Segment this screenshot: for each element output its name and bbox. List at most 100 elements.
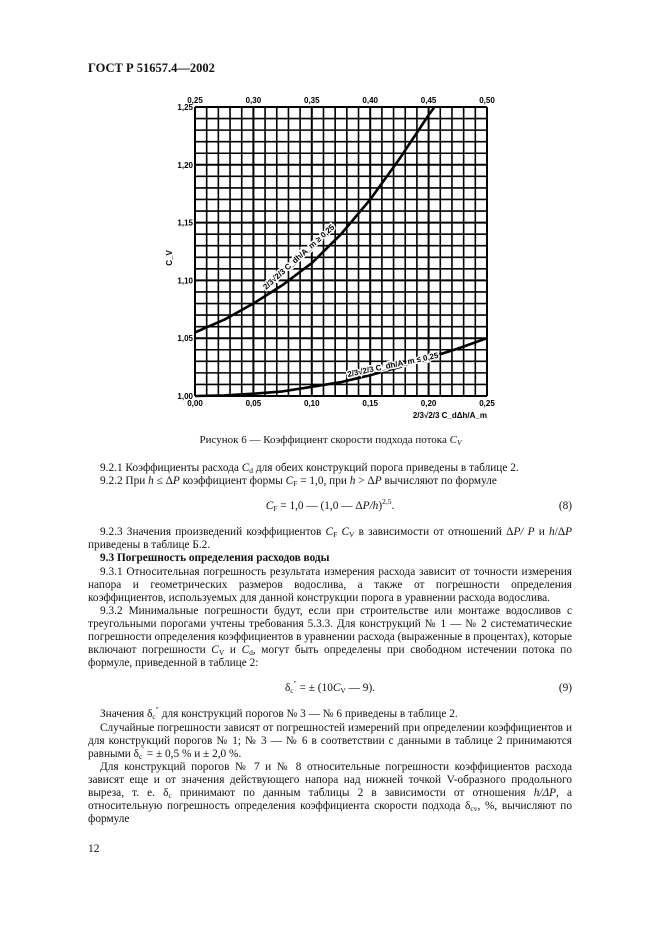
text-run: P	[374, 475, 382, 488]
text-run: Случайные погрешности зависят от погрешн…	[88, 721, 572, 760]
equation-number: (8)	[558, 500, 572, 513]
text-run: — 9).	[345, 682, 376, 695]
section-heading: 9.3 Погрешность определения расходов вод…	[88, 552, 572, 565]
text-run: , а относительную погрешность определени…	[88, 786, 572, 813]
y-axis-label: C_V	[165, 250, 174, 266]
x-bottom-tick-label: 0,05	[246, 399, 262, 408]
paragraph: 9.3.2 Минимальные погрешности будут, есл…	[88, 605, 572, 670]
text-run: δ	[284, 682, 291, 695]
x-top-tick-label: 0,45	[421, 96, 437, 105]
text-run: h	[549, 526, 555, 539]
text-run: вычисляют по формуле	[381, 475, 497, 488]
text-run: = 1,0, при	[297, 475, 350, 488]
text-run: C	[265, 500, 274, 513]
y-tick-label: 1,25	[177, 103, 193, 112]
cv-symbol: C	[449, 434, 457, 446]
x-bottom-tick-label: 0,15	[362, 399, 378, 408]
text-run: Для конструкций порогов № 7 и № 8 относи…	[88, 760, 572, 799]
y-tick-label: 1,20	[177, 161, 193, 170]
figure-6-chart: 0,00 0,05 0,10 0,15 0,20 0,25 0,25 0,30 0,35 0,40…	[165, 96, 495, 420]
text-run: .	[391, 500, 395, 513]
text-run: C	[211, 644, 219, 657]
text-run: 9.2.3 Значения произведений коэффициенто…	[100, 526, 326, 539]
text-run: и	[224, 644, 242, 657]
text-run: ″	[155, 705, 159, 715]
text-run: C	[241, 462, 250, 474]
text-run: = 1,0 — (1,0 — Δ	[277, 500, 363, 513]
paragraph: Для конструкций порогов № 7 и № 8 относи…	[88, 761, 572, 826]
x-bottom-tick-label: 0,20	[421, 399, 437, 408]
text-run: /Δ	[554, 526, 566, 539]
paragraph: Случайные погрешности зависят от погрешн…	[88, 722, 572, 761]
x-top-tick-label: 0,35	[304, 96, 320, 105]
text-run: P/h	[362, 500, 379, 513]
text-run: Значения δ	[100, 708, 153, 721]
text-run: d	[249, 466, 254, 475]
text-run: h/ΔP	[533, 786, 557, 799]
paragraph: 9.3.1 Относительная погрешность результа…	[88, 566, 572, 605]
text-run: C	[332, 682, 341, 695]
y-tick-label: 1,05	[177, 334, 193, 343]
text-run: F	[333, 530, 338, 540]
text-run: = ± (10	[296, 682, 333, 695]
text-run: 9.3.2 Минимальные погрешности будут, есл…	[88, 604, 572, 657]
text-run: C	[241, 644, 250, 657]
x-bottom-tick-label: 0,25	[479, 399, 495, 408]
x-top-tick-label: 0,50	[479, 96, 495, 105]
text-run: для конструкций порогов № 3 — № 6 привед…	[158, 708, 458, 721]
series-curve-2	[194, 336, 488, 398]
text-run: , могут быть определены при свободном ис…	[88, 644, 573, 670]
formula: CF = 1,0 — (1,0 — ΔP/h)2,5. (8)	[88, 497, 572, 514]
text-run: V	[340, 686, 346, 696]
formula: δc″ = ± (10CV — 9). (9)	[88, 680, 572, 696]
text-run: 9.3.1 Относительная погрешность результа…	[88, 565, 572, 604]
text-run: c	[290, 686, 294, 696]
text-run: c	[152, 712, 156, 722]
text-run: для обеих конструкций порога приведены в…	[253, 462, 519, 474]
y-tick-label: 1,00	[177, 392, 193, 401]
text-run: V	[349, 530, 355, 540]
text-run: 9.2.2 При	[100, 475, 149, 488]
x-bottom-tick-label: 0,00	[187, 399, 203, 408]
text-run: d	[249, 648, 253, 658]
paragraph: Значения δc″ для конструкций порогов № 3…	[88, 705, 572, 722]
text-run: cv	[470, 804, 478, 814]
text-run: > Δ	[355, 475, 375, 488]
text-run: h	[349, 475, 356, 488]
paragraph: 9.2.3 Значения произведений коэффициенто…	[88, 526, 572, 552]
paragraph: 9.2.1 Коэффициенты расхода Cd для обеих …	[88, 462, 572, 475]
text-run: P/ P	[513, 526, 535, 539]
page-number: 12	[88, 843, 100, 855]
series-curve-1	[194, 106, 436, 334]
text-run: )	[378, 500, 383, 513]
text-run: , %, вычисляют по формуле	[88, 800, 573, 826]
text-run: P	[172, 475, 180, 488]
text-run: c	[168, 790, 172, 800]
text-run: 2,5	[382, 497, 392, 507]
text-run: C	[341, 526, 350, 539]
text-run: P	[565, 526, 572, 539]
text-run: ′	[142, 744, 144, 754]
text-run: C	[285, 475, 294, 488]
caption-text: Рисунок 6 — Коэффициент скорости подхода…	[199, 434, 462, 447]
y-tick-label: 1,10	[177, 276, 193, 285]
text-run: и	[534, 526, 550, 539]
document-body: 9.2.1 Коэффициенты расхода Cd для обеих …	[88, 462, 572, 826]
equation-number: (9)	[558, 682, 572, 695]
figure-caption: Рисунок 6 — Коэффициент скорости подхода…	[0, 434, 661, 446]
text-run: приведены в таблице Б.2.	[88, 539, 211, 552]
x-axis-label: 2/3√2/3 C_dΔh/A_m	[413, 411, 487, 420]
text-run: c	[138, 751, 143, 761]
text-run: F	[273, 504, 278, 514]
paragraph: 9.2.2 При h ≤ ΔP коэффициент формы CF = …	[88, 475, 572, 488]
text-run: C	[325, 526, 334, 539]
text-run: V	[218, 648, 225, 658]
text-run: F	[293, 479, 298, 489]
document-header: ГОСТ Р 51657.4—2002	[88, 61, 215, 75]
text-run: 9.3 Погрешность определения расходов вод…	[100, 552, 330, 565]
x-top-tick-label: 0,25	[187, 96, 203, 105]
text-run: 9.2.1 Коэффициенты расхода	[100, 462, 242, 474]
text-run: в зависимости от отношений Δ	[354, 526, 514, 539]
x-top-tick-label: 0,30	[246, 96, 262, 105]
x-bottom-tick-label: 0,10	[304, 399, 320, 408]
